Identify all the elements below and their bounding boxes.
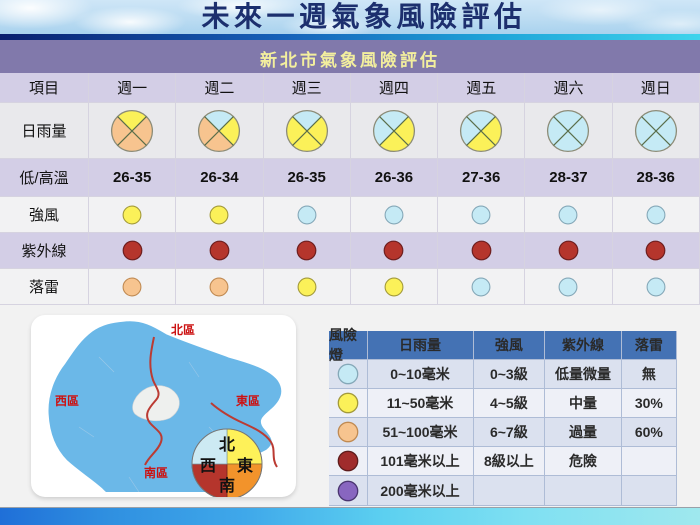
- svg-text:西: 西: [200, 457, 216, 475]
- svg-text:南區: 南區: [144, 465, 168, 480]
- svg-text:西區: 西區: [55, 394, 79, 408]
- svg-text:東區: 東區: [236, 393, 260, 408]
- svg-text:南: 南: [219, 476, 235, 495]
- svg-text:北區: 北區: [171, 322, 195, 337]
- svg-text:北: 北: [219, 436, 235, 454]
- svg-text:東: 東: [237, 456, 253, 475]
